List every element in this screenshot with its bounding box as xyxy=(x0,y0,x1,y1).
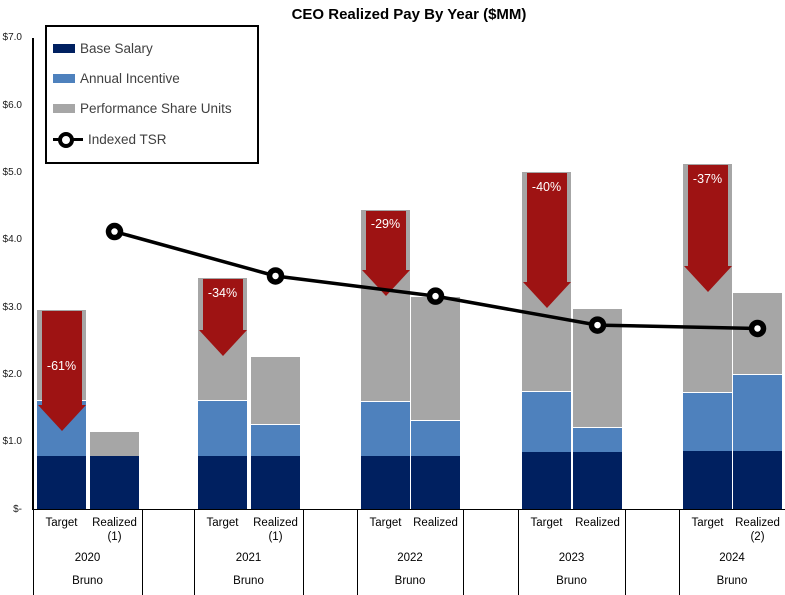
legend-label: Base Salary xyxy=(80,40,153,56)
ytick-label: $6.0 xyxy=(2,99,22,111)
bar-segment-base-salary xyxy=(37,455,86,510)
legend-item-base-salary: Base Salary xyxy=(53,41,251,56)
decline-pct-label: -37% xyxy=(692,171,723,186)
bar-segment-base-salary xyxy=(90,455,139,510)
decline-arrow-head xyxy=(683,266,732,293)
bar-segment-annual-incentive xyxy=(733,373,782,451)
decline-arrow-head xyxy=(37,404,86,431)
bar-category-label: Realized xyxy=(413,517,458,529)
bar-segment-psu xyxy=(573,308,622,427)
person-label: Bruno xyxy=(72,575,103,587)
person-label: Bruno xyxy=(556,575,587,587)
bar-segment-psu xyxy=(251,356,300,425)
category-table-border xyxy=(678,510,680,595)
bar-segment-base-salary xyxy=(411,455,460,510)
bar-segment-annual-incentive xyxy=(251,424,300,456)
ytick-label: $5.0 xyxy=(2,167,22,178)
category-table-border xyxy=(193,510,195,595)
year-label: 2020 xyxy=(74,552,101,564)
bar-segment-base-salary xyxy=(733,450,782,510)
ytick-label: $- xyxy=(13,503,22,515)
bar-category-label: Target xyxy=(369,517,402,529)
legend-item-indexed-tsr: Indexed TSR xyxy=(53,131,251,149)
year-label: 2022 xyxy=(397,552,423,564)
decline-arrow-head xyxy=(198,330,247,357)
decline-pct-label: -34% xyxy=(207,286,238,301)
bar-footnote: (1) xyxy=(107,531,122,543)
decline-arrow-head xyxy=(361,270,410,297)
category-table-border xyxy=(624,510,626,595)
legend-label: Annual Incentive xyxy=(80,70,180,86)
bar-segment-base-salary xyxy=(198,455,247,510)
year-label: 2021 xyxy=(235,552,262,564)
bar-segment-annual-incentive xyxy=(522,391,571,452)
y-axis-line xyxy=(32,38,34,510)
category-table-border xyxy=(141,510,143,595)
bar-category-label: Target xyxy=(530,517,563,529)
legend-swatch xyxy=(53,43,75,53)
legend-swatch xyxy=(53,103,75,113)
bar-category-label: Realized xyxy=(253,517,298,529)
bar-category-label: Target xyxy=(206,517,239,529)
bar-segment-base-salary xyxy=(683,450,732,510)
legend-swatch xyxy=(53,73,75,83)
decline-pct-label: -29% xyxy=(370,217,401,232)
category-table-border xyxy=(462,510,464,595)
bar-category-label: Target xyxy=(691,517,724,529)
x-axis-line xyxy=(32,508,785,511)
bar-category-label: Target xyxy=(45,517,78,529)
bar-footnote: (1) xyxy=(268,531,283,543)
ytick-label: $3.0 xyxy=(2,301,22,313)
legend-label: Performance Share Units xyxy=(80,100,232,116)
legend-item-annual-incentive: Annual Incentive xyxy=(53,71,251,86)
bar-segment-annual-incentive xyxy=(411,419,460,456)
bar-segment-base-salary xyxy=(361,455,410,510)
bar-segment-base-salary xyxy=(573,451,622,510)
person-label: Bruno xyxy=(716,575,748,587)
bar-segment-annual-incentive xyxy=(361,401,410,456)
legend-box: Base Salary Annual Incentive Performance S… xyxy=(45,25,259,164)
category-table-border xyxy=(302,510,304,595)
category-table-border xyxy=(32,510,34,595)
ytick-label: $4.0 xyxy=(2,234,22,246)
bar-segment-psu xyxy=(90,430,139,456)
year-label: 2024 xyxy=(719,552,745,564)
decline-arrow-head xyxy=(522,282,571,309)
decline-pct-label: -61% xyxy=(46,359,77,374)
ytick-label: $1.0 xyxy=(2,436,22,448)
bar-footnote: (2) xyxy=(750,531,765,543)
category-table-border xyxy=(356,510,358,595)
legend-label: Indexed TSR xyxy=(88,132,167,147)
decline-arrow-shaft xyxy=(41,310,82,406)
bar-segment-psu xyxy=(733,292,782,374)
legend-line-sample xyxy=(53,131,83,149)
person-label: Bruno xyxy=(233,575,264,587)
bar-category-label: Realized xyxy=(735,517,780,529)
bar-segment-base-salary xyxy=(522,451,571,510)
legend-marker-icon xyxy=(58,131,74,148)
bar-segment-annual-incentive xyxy=(573,426,622,452)
legend-item-performance-share-units: Performance Share Units xyxy=(53,101,251,116)
chart-title: CEO Realized Pay By Year ($MM) xyxy=(291,6,527,23)
bar-segment-base-salary xyxy=(251,455,300,510)
tsr-marker xyxy=(266,267,285,285)
decline-pct-label: -40% xyxy=(531,179,562,194)
tsr-marker xyxy=(105,222,124,241)
ytick-label: $7.0 xyxy=(2,32,22,44)
bar-category-label: Realized xyxy=(575,517,620,529)
person-label: Bruno xyxy=(394,575,426,587)
year-label: 2023 xyxy=(558,552,585,564)
bar-segment-psu xyxy=(411,296,460,420)
ytick-label: $2.0 xyxy=(2,368,22,380)
bar-segment-annual-incentive xyxy=(683,391,732,451)
bar-category-label: Realized xyxy=(92,517,137,529)
category-table-border xyxy=(517,510,519,595)
bar-segment-annual-incentive xyxy=(198,400,247,456)
